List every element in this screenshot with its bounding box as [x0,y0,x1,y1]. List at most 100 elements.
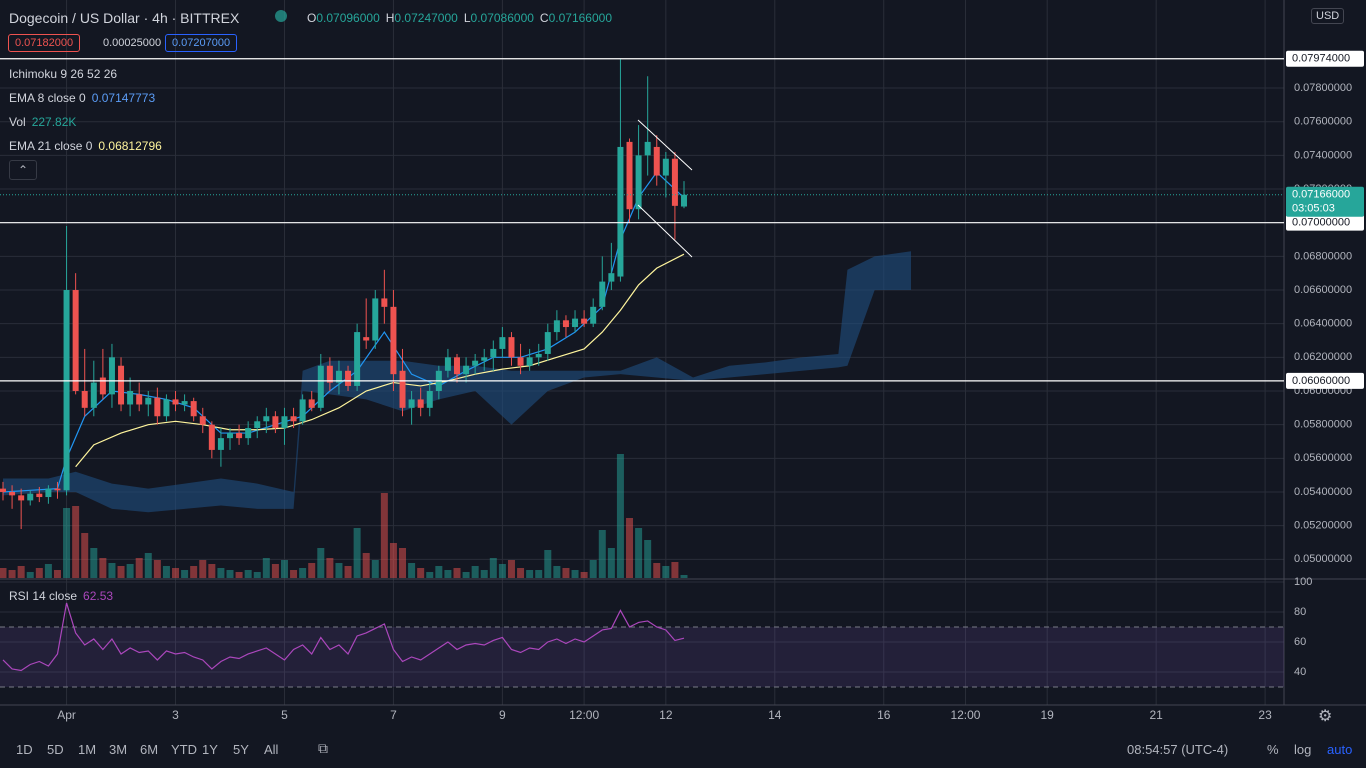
candle-body [581,318,588,324]
candle-body [562,320,569,328]
volume-bar [162,566,170,578]
range-button[interactable]: 1Y [202,742,218,757]
volume-bar [135,558,143,578]
axis-option[interactable]: log [1294,742,1312,757]
range-button[interactable]: 5Y [233,742,249,757]
volume-bar [644,540,652,578]
value: 227.82K [31,115,77,129]
range-button[interactable]: 6M [140,742,159,757]
candle-body [617,146,624,277]
candle-body [390,306,397,375]
axis-option[interactable]: auto [1327,742,1353,757]
candle-body [99,377,106,395]
candle-body [635,155,642,210]
volume-bar [607,548,615,578]
candle-body [608,273,615,282]
ohlc-key: O [307,11,317,25]
volume-bar [553,566,561,578]
candle-body [0,488,6,492]
volume-bar [389,543,397,578]
volume-bar [471,566,479,578]
compare-icon[interactable]: ⧉ [318,740,328,756]
volume-bar [199,560,207,578]
candle-body [163,399,170,417]
candle-body [372,298,379,341]
candle-body [408,399,415,408]
volume-bar [117,566,125,578]
y-tick-label: 0.06800000 [1294,250,1352,262]
x-tick-label: 9 [499,708,506,722]
value: 62.53 [83,589,114,603]
settings-icon[interactable]: ⚙ [1318,708,1333,725]
candle-body [490,348,497,358]
range-button[interactable]: YTD [171,742,197,757]
candle-body [36,493,43,498]
candle-body [680,194,687,207]
volume-bar [544,550,552,578]
price-label-box [1286,50,1364,67]
candle-body [335,370,342,383]
legend-ema21[interactable]: EMA 21 close 0 0.06812796 [9,139,162,153]
candle-body [236,433,243,439]
label: Vol [9,115,26,129]
volume-bar [417,568,425,578]
range-button[interactable]: 3M [109,742,128,757]
range-button[interactable]: 5D [47,742,64,757]
y-tick-label: 0.06400000 [1294,318,1352,330]
symbol-title[interactable]: Dogecoin / US Dollar · 4h · BITTREX [9,10,240,26]
candle-body [599,281,606,307]
candle-body [444,357,451,371]
volume-bar [26,572,34,578]
candle-body [90,382,97,408]
legend-ichimoku[interactable]: Ichimoku 9 26 52 26 [9,67,118,81]
y-tick-label: 0.05800000 [1294,419,1352,431]
volume-bar [144,553,152,578]
candle-body [217,438,224,450]
volume-bar [262,558,270,578]
range-button[interactable]: 1D [16,742,33,757]
trend-line [637,204,693,258]
collapse-button[interactable]: ⌃ [9,160,37,180]
y-tick-label: 0.07400000 [1294,149,1352,161]
range-button[interactable]: 1M [78,742,97,757]
buy-button[interactable]: 0.07207000 [165,34,238,52]
price-label-box [1286,372,1364,389]
volume-bar [462,572,470,578]
ohlc-readout: O0.07096000 H0.07247000 L0.07086000 C0.0716… [307,11,618,25]
volume-bar [408,563,416,578]
candle-body [172,399,179,405]
x-tick-label: 12 [659,708,673,722]
volume-bar [190,566,198,578]
legend-rsi[interactable]: RSI 14 close 62.53 [9,589,113,603]
legend-vol[interactable]: Vol 227.82K [9,115,76,129]
volume-bar [426,572,434,578]
currency[interactable]: USD [1311,8,1345,24]
spread: 0.00025000 [103,37,162,49]
volume-bar [562,568,570,578]
price-label: 0.07000000 [1292,217,1350,229]
volume-bar [353,528,361,578]
ema-line [75,253,685,468]
sell-button[interactable]: 0.07182000 [8,34,81,52]
axis-option[interactable]: % [1267,742,1279,757]
ohlc-value: 0.07247000 [394,11,458,25]
volume-bar [290,570,298,578]
volume-bar [362,553,370,578]
volume-bar [126,564,134,578]
volume-bar [63,508,71,578]
candle-body [345,370,352,386]
candle-body [653,146,660,176]
last-price-box [1286,186,1364,217]
volume-bar [344,566,352,578]
ohlc-value: 0.07096000 [316,11,380,25]
candle-body [145,397,152,405]
x-tick-label: 19 [1041,708,1055,722]
volume-bar [589,560,597,578]
x-tick-label: 16 [877,708,891,722]
rsi-tick-label: 40 [1294,666,1306,678]
clock[interactable]: 08:54:57 (UTC-4) [1127,742,1229,757]
y-tick-label: 0.07600000 [1294,116,1352,128]
candle-body [136,394,143,405]
range-button[interactable]: All [264,742,279,757]
legend-ema8[interactable]: EMA 8 close 0 0.07147773 [9,91,155,105]
